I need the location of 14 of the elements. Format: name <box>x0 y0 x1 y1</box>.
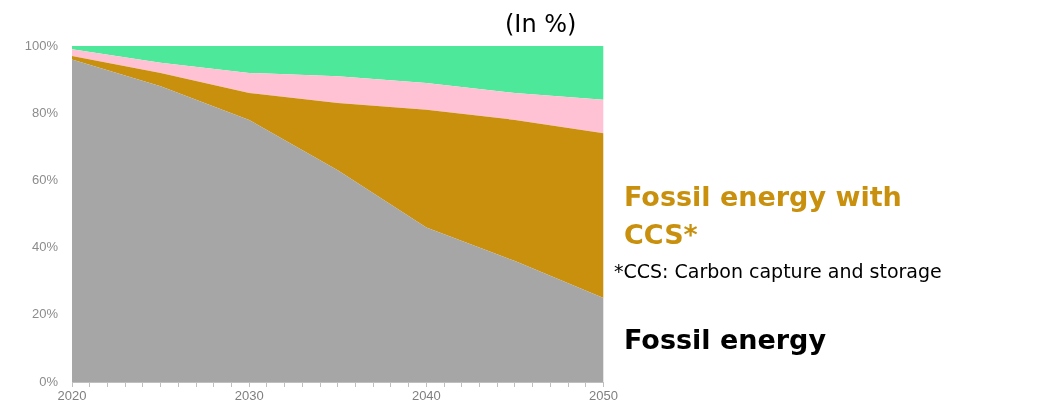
y-tick-label: 80% <box>31 104 59 120</box>
series-label: Fossil energy with CCS* <box>624 179 903 252</box>
y-tick-label: 20% <box>31 306 59 322</box>
x-tick-label: 2050 <box>589 388 618 404</box>
y-tick-label: 40% <box>31 239 59 255</box>
y-tick-label: 100% <box>24 37 59 53</box>
text: (In %) <box>505 10 577 38</box>
y-tick-label: 0% <box>39 373 59 389</box>
series-label: Fossil energy <box>624 323 828 357</box>
x-tick-label: 2040 <box>411 388 441 404</box>
x-tick-label: 2030 <box>234 388 264 404</box>
y-tick-label: 60% <box>31 171 59 187</box>
x-tick-label: 2020 <box>57 388 87 404</box>
text: *CCS: Carbon capture and storage <box>614 259 942 282</box>
